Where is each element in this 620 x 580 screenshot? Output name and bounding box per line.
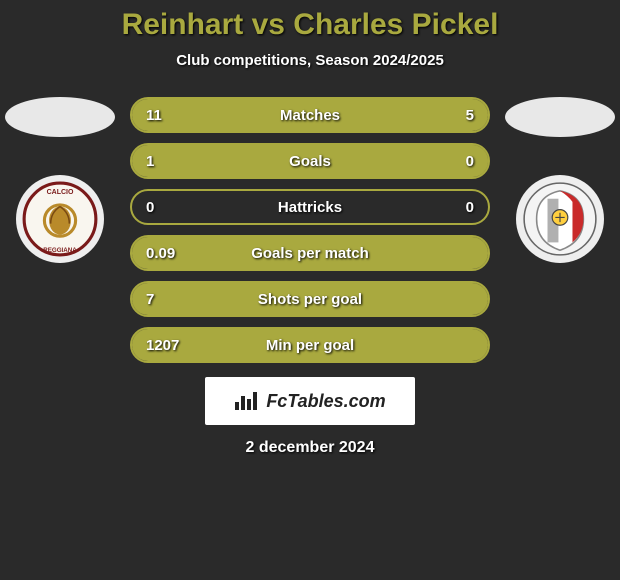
stat-fill-left [132, 237, 488, 269]
stat-bar: 7Shots per goal [130, 281, 490, 317]
left-player-photo [5, 97, 115, 137]
left-club-crest: CALCIO REGGIANA [16, 175, 104, 263]
stat-bar: 1207Min per goal [130, 327, 490, 363]
stat-fill-left [132, 329, 488, 361]
stat-fill-left [132, 99, 374, 131]
stat-fill-right [445, 145, 488, 177]
stat-bar: 0 0Hattricks [130, 189, 490, 225]
brand-badge[interactable]: FcTables.com [205, 377, 415, 425]
stat-bar: 115Matches [130, 97, 490, 133]
stat-fill-left [132, 283, 488, 315]
right-club-crest [516, 175, 604, 263]
chart-bars-icon [234, 390, 260, 412]
right-player-col [500, 97, 620, 263]
svg-text:REGGIANA: REGGIANA [43, 247, 77, 254]
stat-label: Hattricks [132, 191, 488, 223]
stat-value-right: 0 [466, 191, 474, 223]
stat-fill-right [374, 99, 488, 131]
shield-icon [521, 180, 599, 258]
svg-text:CALCIO: CALCIO [47, 189, 74, 196]
page-title: Reinhart vs Charles Pickel [122, 8, 499, 42]
stat-bar: 10Goals [130, 143, 490, 179]
subtitle: Club competitions, Season 2024/2025 [176, 52, 444, 69]
stat-bar: 0.09Goals per match [130, 235, 490, 271]
comparison-row: CALCIO REGGIANA 115Matches 10Goals 0 0Hattr… [0, 97, 620, 363]
right-player-photo [505, 97, 615, 137]
brand-text: FcTables.com [266, 391, 385, 412]
shield-icon: CALCIO REGGIANA [21, 180, 99, 258]
stat-value-left: 0 [146, 191, 154, 223]
stat-fill-left [132, 145, 488, 177]
left-player-col: CALCIO REGGIANA [0, 97, 120, 263]
stats-column: 115Matches 10Goals 0 0Hattricks 0.09Goals pe… [130, 97, 490, 363]
date-text: 2 december 2024 [246, 439, 375, 457]
